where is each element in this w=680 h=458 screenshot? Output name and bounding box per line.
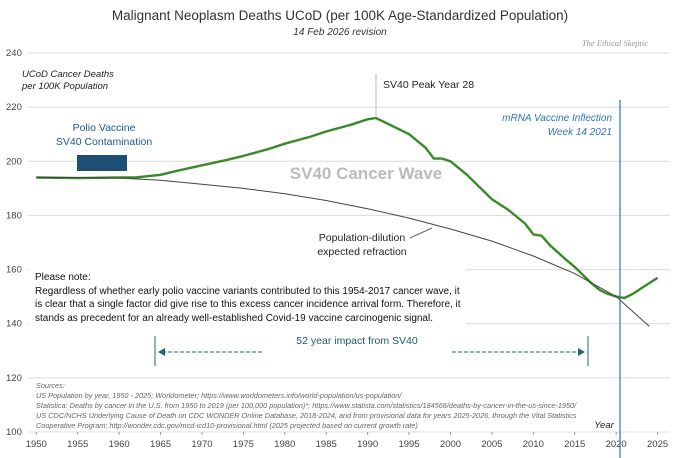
pointer [409, 227, 433, 239]
annotation: 52 year impact from SV40 [296, 335, 418, 347]
x-tick-label: 2025 [647, 439, 668, 450]
sources: US CDC/NCHS Underlying Cause of Death on… [36, 411, 577, 420]
x-tick-label: 1985 [316, 439, 337, 450]
x-tick-label: 1965 [150, 439, 171, 450]
sources: Cooperative Program; http://wonder.cdc.g… [36, 421, 418, 430]
y-tick-label: 220 [6, 102, 22, 113]
annotation: expected refraction [317, 246, 406, 258]
annotation: SV40 Peak Year 28 [383, 79, 474, 91]
y-tick-label: 140 [6, 319, 22, 330]
y-tick-label: 240 [6, 48, 22, 59]
y-axis-label: per 100K Population [21, 81, 108, 92]
x-tick-label: 2010 [523, 439, 544, 450]
x-tick-label: 1950 [26, 439, 47, 450]
x-tick-label: 2000 [440, 439, 461, 450]
annotation: mRNA Vaccine Inflection [502, 113, 612, 124]
note-bg [30, 268, 466, 328]
x-tick-label: 2015 [564, 439, 585, 450]
x-tick-label: 2020 [606, 439, 627, 450]
x-tick-label: 2005 [481, 439, 502, 450]
y-tick-label: 160 [6, 265, 22, 276]
y-tick-label: 180 [6, 210, 22, 221]
x-tick-label: 1975 [233, 439, 254, 450]
x-tick-label: 1955 [67, 439, 88, 450]
y-tick-label: 120 [6, 373, 22, 384]
annotation: Week 14 2021 [548, 127, 612, 138]
x-tick-label: 1995 [398, 439, 419, 450]
annotation: Polio Vaccine [73, 122, 136, 134]
series-line [36, 116, 659, 300]
polio-marker [77, 155, 127, 171]
x-tick-label: 1970 [191, 439, 212, 450]
note: Please note: [35, 272, 91, 283]
annotation: SV40 Cancer Wave [290, 164, 442, 183]
x-axis-label: Year [594, 420, 614, 431]
note: stands as precedent for an already well-… [35, 313, 433, 324]
sources: Statistica: Deaths by cancer in the U.S.… [36, 401, 577, 410]
y-axis-label: UCoD Cancer Deaths [22, 69, 114, 80]
x-tick-label: 1990 [357, 439, 378, 450]
note: Regardless of whether early polio vaccin… [35, 286, 460, 297]
chart-title: Malignant Neoplasm Deaths UCoD (per 100K… [112, 8, 568, 23]
sources: US Population by year, 1950 - 2025; Worl… [36, 391, 402, 400]
series-line [36, 177, 650, 327]
note: is clear that a single factor did give r… [35, 299, 461, 310]
chart-subtitle: 14 Feb 2026 revision [293, 27, 387, 38]
y-tick-label: 200 [6, 156, 22, 167]
x-tick-label: 1960 [109, 439, 130, 450]
annotation: SV40 Contamination [56, 136, 152, 148]
annotation: Population-dilution [319, 232, 406, 244]
sources: Sources: [36, 381, 65, 390]
x-tick-label: 1980 [274, 439, 295, 450]
y-tick-label: 100 [6, 427, 22, 438]
watermark: The Ethical Skeptic [582, 38, 648, 48]
